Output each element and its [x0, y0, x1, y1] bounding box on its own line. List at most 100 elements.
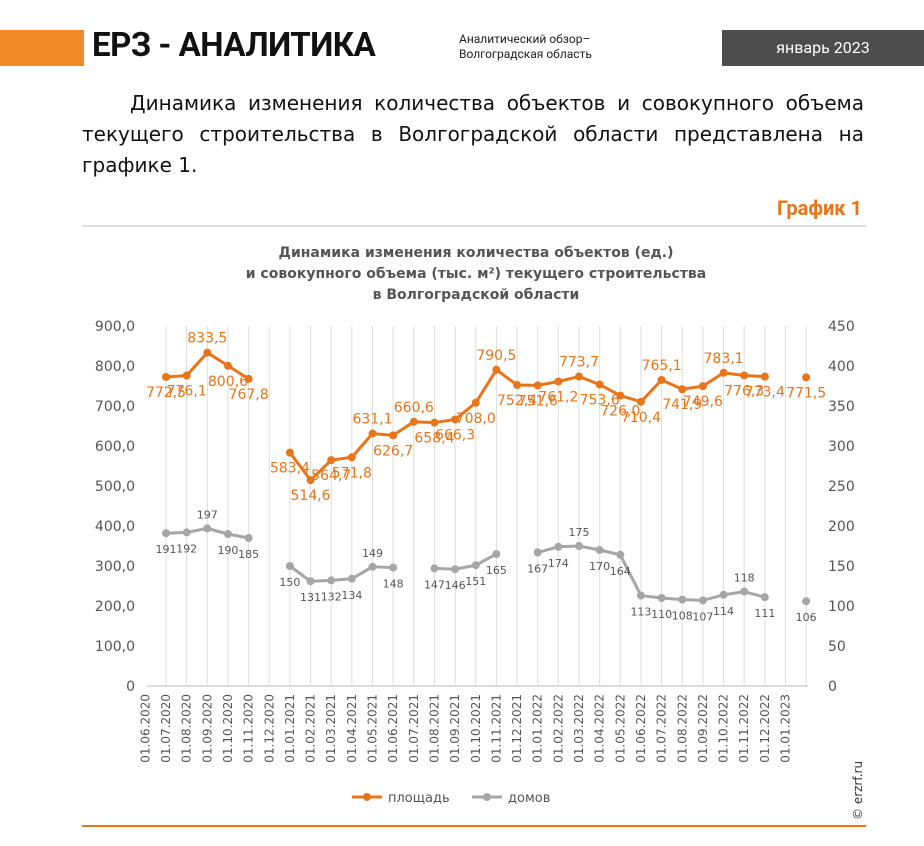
- data-label: 134: [341, 589, 362, 602]
- point: [554, 377, 563, 386]
- point: [223, 361, 232, 370]
- x-tick-label: 01.02.2021: [304, 694, 318, 763]
- data-label: 106: [796, 611, 817, 624]
- x-tick-label: 01.08.2022: [675, 694, 689, 763]
- data-label: 751,6: [518, 393, 558, 409]
- x-tick-label: 01.04.2022: [593, 694, 607, 763]
- y-tick-label: 600,0: [95, 439, 135, 455]
- orange-bar: [0, 30, 84, 66]
- data-label: 190: [217, 544, 238, 557]
- data-label: 666,3: [435, 427, 475, 443]
- subtitle-line: Аналитический обзор–: [459, 32, 591, 46]
- point: [430, 418, 439, 427]
- point: [347, 574, 356, 583]
- data-label: 174: [548, 557, 569, 570]
- legend-marker: [363, 793, 371, 801]
- data-label: 149: [362, 547, 383, 560]
- point: [492, 550, 501, 558]
- legend-marker: [483, 793, 491, 801]
- data-label: 773,4: [745, 385, 785, 401]
- data-label: 167: [527, 562, 548, 575]
- x-tick-label: 01.05.2021: [366, 694, 380, 763]
- point: [575, 372, 583, 381]
- data-label: 564,7: [311, 468, 351, 484]
- point: [203, 348, 212, 357]
- x-tick-label: 01.09.2021: [448, 694, 462, 763]
- x-tick-label: 01.08.2021: [427, 694, 441, 763]
- x-tick-label: 01.03.2022: [572, 694, 586, 763]
- point: [719, 368, 728, 377]
- point: [285, 448, 294, 457]
- data-label: 583,4: [270, 461, 310, 477]
- y-tick-label: 300,0: [95, 559, 135, 575]
- x-tick-label: 01.12.2020: [262, 694, 276, 763]
- point: [182, 371, 191, 380]
- point: [595, 546, 604, 554]
- point: [554, 542, 563, 551]
- chart-title: в Волгоградской области: [373, 287, 580, 303]
- y2-tick-label: 400: [828, 359, 855, 375]
- data-label: 749,6: [683, 394, 723, 410]
- y-tick-label: 0: [126, 679, 135, 695]
- point: [244, 534, 253, 542]
- date-box: январь 2023: [722, 30, 924, 66]
- point: [389, 563, 398, 572]
- point: [306, 476, 315, 485]
- data-label: 765,1: [642, 358, 682, 374]
- point: [306, 577, 315, 586]
- data-label: 752,4: [497, 393, 537, 409]
- point: [678, 595, 687, 604]
- point: [162, 373, 170, 381]
- x-tick-label: 01.07.2021: [407, 694, 421, 763]
- y2-tick-label: 250: [828, 479, 855, 495]
- x-tick-label: 01.12.2021: [510, 694, 524, 763]
- data-label: 514,6: [291, 488, 331, 504]
- x-tick-label: 01.02.2022: [551, 694, 565, 763]
- y2-tick-label: 450: [828, 319, 855, 335]
- y2-tick-label: 200: [828, 519, 855, 535]
- data-label: 150: [279, 576, 300, 589]
- point: [802, 597, 811, 606]
- point: [162, 529, 170, 538]
- point: [389, 431, 398, 440]
- data-label: 626,7: [373, 443, 413, 459]
- legend-label: площадь: [388, 791, 450, 806]
- point: [760, 372, 769, 381]
- data-label: 114: [713, 605, 734, 618]
- point: [698, 596, 707, 605]
- point: [471, 561, 480, 570]
- point: [760, 593, 769, 602]
- data-label: 113: [630, 606, 651, 619]
- data-label: 773,7: [559, 355, 599, 371]
- point: [223, 530, 232, 538]
- data-label: 148: [383, 578, 404, 591]
- data-label: 132: [321, 590, 342, 603]
- x-tick-label: 01.06.2021: [386, 694, 400, 763]
- y-tick-label: 800,0: [95, 359, 135, 375]
- data-label: 776,3: [724, 383, 764, 399]
- x-tick-label: 01.10.2020: [221, 694, 235, 763]
- x-tick-label: 01.05.2022: [613, 694, 627, 763]
- x-tick-label: 01.01.2022: [531, 694, 545, 763]
- point: [575, 542, 583, 550]
- logo: ЕРЗ - АНАЛИТИКА: [92, 26, 376, 65]
- point: [802, 373, 811, 382]
- x-tick-label: 01.08.2020: [180, 694, 194, 763]
- data-label: 185: [238, 548, 259, 561]
- point: [492, 365, 501, 374]
- x-tick-label: 01.03.2021: [324, 694, 338, 763]
- source: © erzrf.ru: [851, 761, 865, 820]
- x-tick-label: 01.12.2022: [758, 694, 772, 763]
- header-subtitle: Аналитический обзор– Волгоградская област…: [459, 32, 592, 62]
- data-label: 658,4: [414, 431, 454, 447]
- figure-label: График 1: [777, 196, 862, 220]
- subtitle-line: Волгоградская область: [459, 47, 592, 61]
- data-label: 118: [734, 572, 755, 585]
- y-tick-label: 700,0: [95, 399, 135, 415]
- data-label: 107: [692, 610, 713, 623]
- chart-title: Динамика изменения количества объектов (…: [278, 245, 673, 261]
- point: [451, 565, 460, 574]
- y-tick-label: 500,0: [95, 479, 135, 495]
- point: [409, 417, 418, 426]
